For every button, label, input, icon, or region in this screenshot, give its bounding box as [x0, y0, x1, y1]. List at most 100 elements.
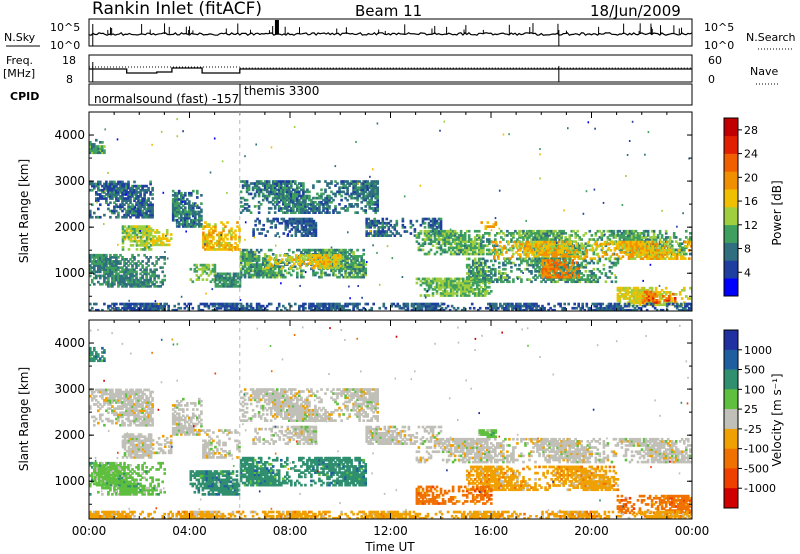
range-gate-cell — [113, 180, 116, 184]
range-gate-cell — [239, 205, 243, 208]
range-gate-cell — [566, 244, 570, 248]
range-gate-cell — [570, 234, 574, 237]
range-gate-cell — [137, 280, 140, 284]
range-gate-cell — [280, 209, 283, 212]
range-gate-cell — [447, 240, 451, 243]
range-gate-cell — [573, 251, 577, 254]
range-gate-cell — [566, 257, 570, 261]
range-gate-cell — [637, 244, 641, 248]
range-gate-cell — [580, 276, 584, 279]
range-gate-cell — [198, 210, 201, 214]
range-gate-cell — [619, 257, 623, 260]
range-gate-cell — [296, 194, 299, 198]
range-gate-cell — [133, 278, 136, 282]
range-gate-cell — [439, 226, 443, 229]
range-gate-cell — [265, 198, 269, 202]
range-gate-cell — [651, 249, 655, 252]
range-gate-cell — [510, 232, 513, 235]
range-gate-cell — [308, 196, 311, 200]
range-gate-cell — [622, 236, 626, 239]
range-gate-cell — [141, 201, 144, 205]
range-gate-cell — [562, 261, 566, 265]
range-gate-cell — [475, 238, 479, 241]
range-gate-cell — [360, 257, 364, 260]
range-gate-cell — [312, 226, 316, 229]
range-gate-cell — [348, 184, 351, 187]
range-gate-cell — [362, 209, 366, 212]
range-gate-cell — [320, 192, 323, 196]
range-gate-cell — [99, 195, 102, 198]
range-gate-cell — [175, 198, 179, 201]
range-gate-cell — [366, 200, 370, 204]
range-gate-cell — [647, 249, 651, 252]
range-gate-cell — [277, 196, 281, 200]
range-gate-cell — [310, 232, 314, 235]
range-gate-cell — [147, 278, 150, 282]
range-gate-cell — [105, 184, 108, 188]
range-gate-cell — [123, 197, 126, 200]
range-gate-cell — [113, 188, 116, 192]
range-gate-cell — [591, 257, 595, 260]
range-gate-cell — [356, 198, 359, 202]
range-gate-cell — [350, 259, 353, 262]
range-gate-cell — [482, 272, 485, 275]
range-gate-cell — [117, 199, 120, 202]
range-gate-cell — [365, 217, 369, 221]
range-gate-cell — [471, 250, 475, 254]
range-gate-cell — [261, 184, 265, 187]
range-gate-cell — [574, 236, 578, 239]
range-gate-cell — [366, 194, 370, 198]
range-gate-cell — [255, 265, 259, 269]
range-gate-cell — [358, 255, 361, 258]
range-gate-cell — [288, 209, 291, 212]
range-gate-cell — [453, 252, 457, 256]
range-gate-cell — [379, 221, 383, 225]
range-gate-cell — [257, 257, 261, 260]
range-gate-cell — [364, 196, 368, 200]
range-gate-cell — [488, 242, 491, 246]
range-gate-cell — [294, 211, 297, 214]
range-gate-cell — [427, 221, 431, 225]
range-gate-cell — [545, 244, 548, 248]
range-gate-cell — [121, 215, 124, 219]
range-gate-cell — [439, 244, 443, 248]
range-gate-cell — [288, 182, 291, 185]
range-gate-cell — [553, 247, 556, 250]
range-gate-cell — [342, 182, 345, 185]
range-gate-cell — [131, 225, 135, 228]
range-gate-cell — [543, 271, 546, 275]
range-gate-cell — [484, 270, 487, 273]
range-gate-cell — [290, 182, 293, 185]
range-gate-cell — [190, 191, 193, 195]
range-gate-cell — [338, 211, 341, 214]
range-gate-cell — [245, 209, 249, 212]
range-gate-cell — [89, 215, 92, 219]
range-gate-cell — [141, 285, 144, 288]
range-gate-cell — [115, 278, 118, 282]
range-gate-cell — [317, 260, 320, 263]
range-gate-cell — [328, 198, 331, 202]
range-gate-cell — [592, 280, 596, 284]
range-gate-cell — [309, 262, 312, 266]
range-gate-cell — [186, 225, 189, 228]
range-gate-cell — [467, 229, 471, 233]
range-gate-cell — [323, 260, 326, 263]
range-gate-cell — [117, 282, 120, 286]
range-gate-cell — [99, 268, 102, 272]
range-gate-cell — [111, 184, 114, 188]
range-gate-cell — [447, 242, 451, 246]
range-gate-cell — [315, 258, 318, 261]
range-gate-cell — [634, 234, 638, 237]
range-gate-cell — [109, 258, 112, 261]
range-gate-cell — [97, 280, 100, 284]
range-gate-cell — [107, 195, 110, 198]
range-gate-cell — [471, 261, 475, 265]
range-gate-cell — [570, 270, 574, 273]
range-gate-cell — [95, 270, 98, 274]
range-gate-cell — [143, 191, 146, 194]
range-gate-cell — [139, 280, 142, 284]
range-gate-cell — [256, 217, 259, 221]
range-gate-cell — [309, 256, 312, 259]
range-gate-cell — [243, 263, 247, 266]
